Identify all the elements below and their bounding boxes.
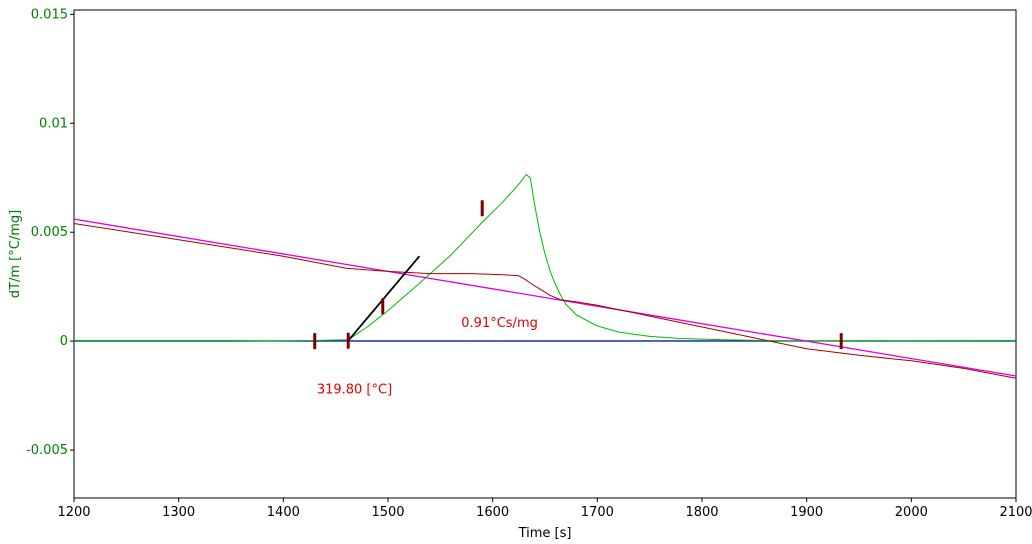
y-tick-label: 0.015 xyxy=(31,7,68,22)
x-tick-label: 1900 xyxy=(790,505,823,520)
y-tick-label: 0 xyxy=(60,334,68,349)
x-tick-label: 2100 xyxy=(999,505,1032,520)
annotation-label: 0.91°Cs/mg xyxy=(461,316,538,331)
x-tick-label: 2000 xyxy=(895,505,928,520)
series-line-regression xyxy=(73,218,1017,377)
x-tick-label: 1200 xyxy=(57,505,90,520)
y-axis-label: dT/m [°C/mg] xyxy=(8,210,23,298)
x-tick-label: 1700 xyxy=(581,505,614,520)
x-tick-label: 1400 xyxy=(267,505,300,520)
series-line-signal xyxy=(74,174,1017,342)
x-tick-label: 1500 xyxy=(371,505,404,520)
y-tick-label: 0.01 xyxy=(39,116,68,131)
x-axis-label: Time [s] xyxy=(518,526,572,541)
y-tick-label: 0.005 xyxy=(31,225,68,240)
x-tick-label: 1800 xyxy=(685,505,718,520)
annotation-label: 319.80 [°C] xyxy=(317,382,392,397)
series-line-integral xyxy=(73,223,1017,379)
x-tick-label: 1600 xyxy=(476,505,509,520)
y-tick-label: -0.005 xyxy=(26,443,68,458)
x-tick-label: 1300 xyxy=(162,505,195,520)
